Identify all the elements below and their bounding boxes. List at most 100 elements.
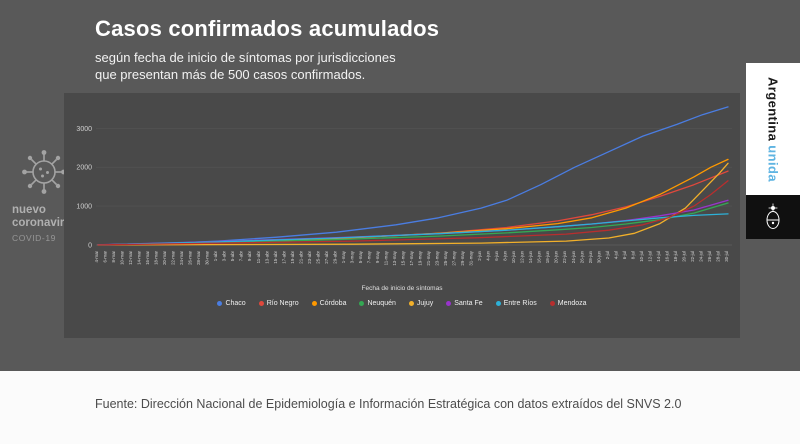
x-tick-label: 25-may [443, 250, 448, 265]
x-tick-label: 21-abr [298, 250, 303, 263]
series-line-Córdoba [97, 158, 729, 246]
x-tick-label: 13-may [392, 250, 397, 265]
x-tick-label: 4-jun [486, 250, 491, 260]
x-tick-label: 18-jul [673, 251, 678, 262]
x-tick-label: 26-mar [188, 250, 193, 264]
x-tick-label: 20-mar [162, 250, 167, 264]
legend-marker-icon [408, 301, 414, 306]
legend-marker-icon [495, 301, 501, 306]
x-tick-label: 6-mar [103, 250, 108, 262]
legend-label: Santa Fe [454, 300, 483, 307]
x-tick-label: 8-mar [111, 250, 116, 262]
x-tick-label: 11-may [383, 250, 388, 265]
x-tick-label: 15-may [400, 250, 405, 265]
x-tick-label: 7-may [366, 250, 371, 263]
legend-marker-icon [258, 301, 264, 306]
x-tick-label: 17-may [409, 250, 414, 265]
x-tick-label: 26-jul [707, 251, 712, 262]
legend-marker-icon [311, 301, 317, 306]
y-tick-label: 0 [88, 243, 92, 250]
legend-item-Entre Ríos: Entre Ríos [495, 300, 537, 307]
x-tick-label: 3-may [349, 250, 354, 263]
x-tick-label: 3-abr [222, 250, 227, 261]
gov-banner: Argentina unida [746, 63, 800, 239]
x-tick-label: 6-jun [494, 250, 499, 260]
x-tick-label: 22-mar [171, 250, 176, 264]
x-tick-label: 14-jul [656, 251, 661, 262]
y-tick-label: 1000 [76, 204, 92, 211]
legend-label: Entre Ríos [503, 300, 537, 307]
legend-label: Jujuy [416, 300, 434, 307]
x-tick-label: 17-abr [281, 250, 286, 263]
x-tick-label: 10-jul [639, 251, 644, 262]
coat-of-arms-icon [766, 203, 780, 229]
x-tick-label: 8-jun [503, 250, 508, 260]
x-tick-label: 4-jul [613, 251, 618, 259]
x-tick-label: 1-may [341, 250, 346, 263]
y-tick-label: 3000 [76, 126, 92, 133]
x-tick-label: 5-may [358, 250, 363, 263]
title-block: Casos confirmados acumulados según fecha… [95, 16, 655, 83]
legend-marker-icon [446, 301, 452, 306]
x-tick-label: 18-jun [545, 250, 550, 263]
x-tick-label: 11-abr [256, 250, 261, 263]
x-tick-label: 30-jul [724, 251, 729, 262]
legend-label: Neuquén [367, 300, 396, 307]
legend-marker-icon [217, 301, 223, 306]
source-citation: Fuente: Dirección Nacional de Epidemiolo… [95, 397, 682, 411]
gov-banner-word-argentina: Argentina [765, 76, 781, 141]
x-tick-label: 7-abr [239, 250, 244, 261]
x-tick-label: 29-may [460, 250, 465, 265]
x-tick-label: 10-jun [511, 250, 516, 263]
x-tick-label: 13-abr [264, 250, 269, 263]
legend-item-Jujuy: Jujuy [408, 300, 434, 307]
x-tick-label: 20-jul [681, 251, 686, 262]
x-tick-label: 8-jul [630, 251, 635, 259]
legend-marker-icon [359, 301, 365, 306]
x-tick-label: 1-abr [213, 250, 218, 261]
chart-legend: Chaco Río Negro Córdoba Neuquén Jujuy Santa F… [68, 300, 736, 307]
x-tick-label: 24-jun [571, 250, 576, 263]
legend-item-Río Negro: Río Negro [258, 300, 299, 307]
legend-label: Córdoba [319, 300, 347, 307]
x-tick-label: 2-jul [605, 251, 610, 259]
x-tick-label: 26-jun [579, 250, 584, 263]
badge-title: nuevo coronavirus [12, 204, 86, 230]
x-tick-label: 18-mar [154, 250, 159, 264]
subtitle-line-2: que presentan más de 500 casos confirmad… [95, 67, 366, 83]
x-tick-label: 16-jul [664, 251, 669, 262]
x-tick-label: 25-abr [315, 250, 320, 263]
series-line-Neuquén [97, 202, 729, 246]
x-tick-label: 30-jun [596, 250, 601, 263]
x-tick-label: 16-mar [145, 250, 150, 264]
x-tick-label: 4-mar [94, 250, 99, 262]
series-line-Entre Ríos [97, 213, 729, 246]
line-chart: 0 1000 2000 3000 4-mar 6-mar 8-mar 10-mar 12-mar… [76, 106, 732, 266]
x-tick-label: 12-jun [520, 250, 525, 263]
x-tick-label: 2-jun [477, 250, 482, 260]
badge-covid19-label: COVID-19 [12, 233, 57, 244]
series-line-Mendoza [97, 180, 729, 246]
badge-word-coronavirus: coronavirus [12, 217, 78, 230]
x-tick-label: 31-may [469, 250, 474, 265]
legend-label: Río Negro [266, 300, 299, 307]
x-tick-label: 15-abr [273, 250, 278, 263]
legend-label: Mendoza [557, 300, 587, 307]
x-tick-label: 28-mar [196, 250, 201, 264]
x-tick-label: 24-jul [698, 251, 703, 262]
x-tick-label: 24-mar [179, 250, 184, 264]
x-tick-label: 14-mar [137, 250, 142, 264]
legend-item-Mendoza: Mendoza [549, 300, 587, 307]
covid-badge: nuevo coronavirus COVID-19 [12, 146, 86, 243]
x-tick-label: 20-jun [554, 250, 559, 263]
gov-banner-black [746, 195, 800, 239]
legend-item-Córdoba: Córdoba [311, 300, 347, 307]
x-tick-label: 22-jun [562, 250, 567, 263]
legend-label: Chaco [225, 300, 246, 307]
x-axis-title: Fecha de inicio de síntomas [361, 285, 443, 292]
x-tick-label: 23-abr [307, 250, 312, 263]
x-tick-label: 29-abr [332, 250, 337, 263]
gov-banner-white: Argentina unida [746, 63, 800, 195]
y-tick-label: 2000 [76, 165, 92, 172]
x-tick-label: 12-mar [128, 250, 133, 264]
